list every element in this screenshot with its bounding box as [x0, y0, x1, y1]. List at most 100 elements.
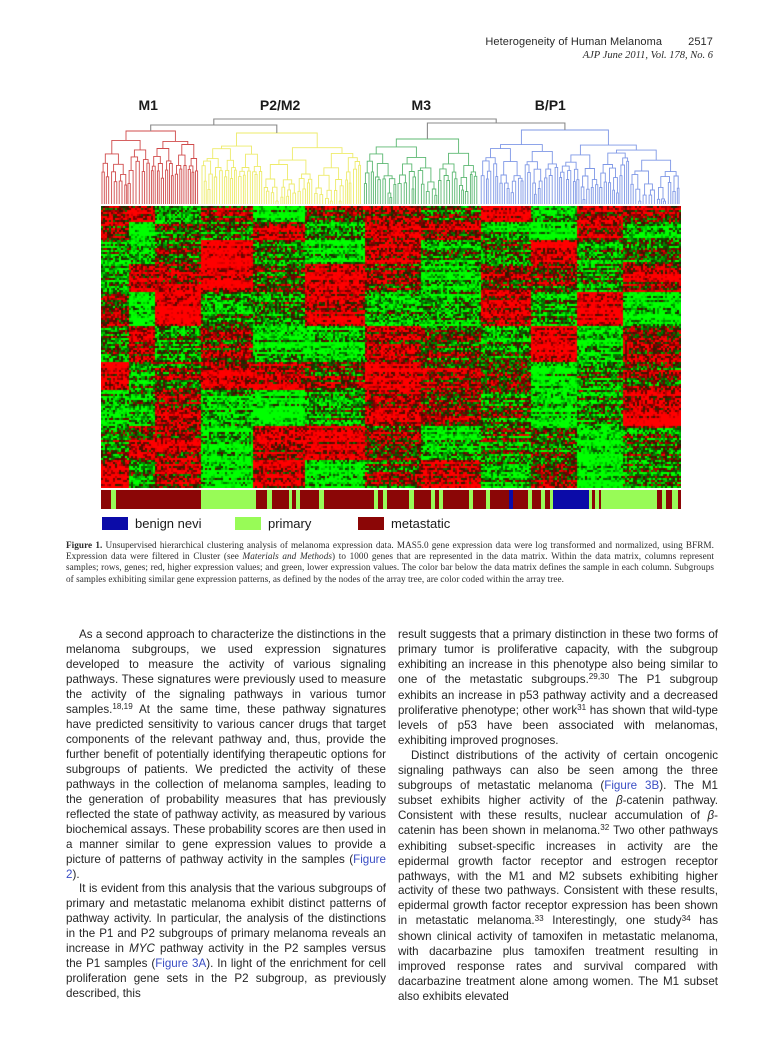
- text-run: result suggests that a primary distincti…: [398, 628, 718, 686]
- text-run: The P1 subgroup exhibits an increase in …: [398, 672, 718, 717]
- colorbar-segment: [671, 490, 678, 509]
- page-header: Heterogeneity of Human Melanoma 2517 AJP …: [485, 36, 713, 61]
- text-run: It is evident from this analysis that th…: [66, 882, 386, 956]
- colorbar-segment: [272, 490, 289, 509]
- page-number: 2517: [688, 36, 713, 48]
- legend-item-primary: primary: [235, 516, 311, 531]
- colorbar-segment: [677, 490, 682, 509]
- text-run: At the same time, these pathway signatur…: [66, 702, 386, 866]
- colorbar-segment: [600, 490, 657, 509]
- citation-ref: 18,19: [112, 701, 133, 711]
- colorbar-segment: [267, 490, 273, 509]
- citation-ref: 34: [681, 913, 691, 923]
- figure-legend: benign nevi primary metastatic: [100, 516, 681, 533]
- colorbar-segment: [508, 490, 513, 509]
- text-run: ).: [72, 867, 80, 881]
- colorbar-segment: [256, 490, 268, 509]
- colorbar-segment: [665, 490, 672, 509]
- body-column-left: As a second approach to characterize the…: [66, 628, 386, 1002]
- colorbar-segment: [438, 490, 443, 509]
- italic-text: MYC: [129, 942, 155, 956]
- citation-ref: 32: [600, 823, 610, 833]
- legend-label: primary: [268, 516, 312, 531]
- bold-label: Figure 1.: [66, 540, 103, 550]
- legend-label: metastatic: [391, 516, 451, 531]
- sample-colorbar: [101, 490, 682, 509]
- figure-ref-link[interactable]: Figure 3A: [155, 956, 207, 970]
- figure-ref-link[interactable]: Figure 3B: [604, 779, 660, 793]
- colorbar-segment: [101, 490, 112, 509]
- cluster-label-p2-m2: P2/M2: [259, 97, 301, 113]
- colorbar-segment: [201, 490, 257, 509]
- colorbar-segment: [553, 490, 589, 509]
- colorbar-segment: [111, 490, 117, 509]
- paragraph: It is evident from this analysis that th…: [66, 882, 386, 1001]
- cluster-label-b-p1: B/P1: [534, 97, 566, 113]
- text-run: pathway activity in the P2 samples versu…: [66, 942, 386, 970]
- legend-swatch-benign-nevi: [102, 517, 128, 530]
- text-run: -catenin has been shown in melanoma.: [398, 808, 718, 837]
- paragraph: result suggests that a primary distincti…: [398, 628, 718, 749]
- expression-heatmap: [101, 206, 681, 488]
- array-tree-dendrogram: [101, 118, 680, 204]
- colorbar-segment: [591, 490, 595, 509]
- cluster-label-m1: M1: [138, 97, 158, 113]
- colorbar-segment: [299, 490, 319, 509]
- text-run: Two other pathways exhibiting subset-spe…: [398, 823, 718, 928]
- citation-ref: 31: [577, 702, 587, 712]
- colorbar-segment: [442, 490, 470, 509]
- legend-item-metastatic: metastatic: [358, 516, 450, 531]
- colorbar-segment: [594, 490, 599, 509]
- colorbar-segment: [545, 490, 551, 509]
- colorbar-segment: [430, 490, 435, 509]
- text-run: ) to 1000 genes that are represented in …: [66, 551, 714, 584]
- colorbar-segment: [486, 490, 491, 509]
- figure-ref-link[interactable]: Figure 2: [66, 852, 386, 881]
- colorbar-segment: [598, 490, 601, 509]
- colorbar-segment: [295, 490, 300, 509]
- paragraph: As a second approach to characterize the…: [66, 628, 386, 882]
- citation-ref: 33: [534, 913, 544, 923]
- italic-text: β: [707, 808, 715, 822]
- italic-text: β: [616, 793, 623, 807]
- colorbar-segment: [588, 490, 592, 509]
- colorbar-segment: [409, 490, 415, 509]
- text-run: Distinct distributions of the activity o…: [398, 749, 718, 793]
- colorbar-segment: [661, 490, 666, 509]
- text-run: -catenin pathway. Consistent with these …: [398, 793, 718, 822]
- text-run: has shown that wild-type levels of p53 h…: [398, 703, 718, 748]
- cluster-label-m3: M3: [411, 97, 432, 113]
- colorbar-segment: [531, 490, 542, 509]
- body-column-right: result suggests that a primary distincti…: [398, 628, 718, 1005]
- colorbar-segment: [490, 490, 509, 509]
- italic-text: Materials and Methods: [242, 551, 332, 562]
- colorbar-segment: [527, 490, 532, 509]
- colorbar-segment: [541, 490, 546, 509]
- colorbar-segment: [291, 490, 296, 509]
- text-run: As a second approach to characterize the…: [66, 628, 386, 716]
- text-run: ). In light of the enrichment for cell p…: [66, 956, 386, 1000]
- colorbar-segment: [550, 490, 554, 509]
- running-head: Heterogeneity of Human Melanoma 2517: [485, 36, 713, 48]
- colorbar-segment: [656, 490, 662, 509]
- legend-item-benign-nevi: benign nevi: [102, 516, 202, 531]
- citation-ref: 29,30: [588, 672, 610, 682]
- figure-caption: Figure 1. Unsupervised hierarchical clus…: [66, 540, 714, 585]
- colorbar-segment: [469, 490, 474, 509]
- cluster-labels: M1 P2/M2 M3 B/P1: [100, 97, 681, 115]
- legend-label: benign nevi: [135, 516, 202, 531]
- colorbar-segment: [386, 490, 410, 509]
- colorbar-segment: [373, 490, 378, 509]
- colorbar-segment: [473, 490, 487, 509]
- legend-swatch-primary: [235, 517, 261, 530]
- colorbar-segment: [288, 490, 292, 509]
- text-run: has shown clinical activity of tamoxifen…: [398, 914, 718, 1003]
- legend-swatch-metastatic: [358, 517, 384, 530]
- text-run: Unsupervised hierarchical clustering ana…: [66, 540, 715, 562]
- colorbar-segment: [382, 490, 387, 509]
- paragraph: Distinct distributions of the activity o…: [398, 749, 718, 1004]
- text-run: ). The M1 subset exhibits higher activit…: [398, 779, 718, 807]
- colorbar-segment: [434, 490, 439, 509]
- colorbar-segment: [324, 490, 374, 509]
